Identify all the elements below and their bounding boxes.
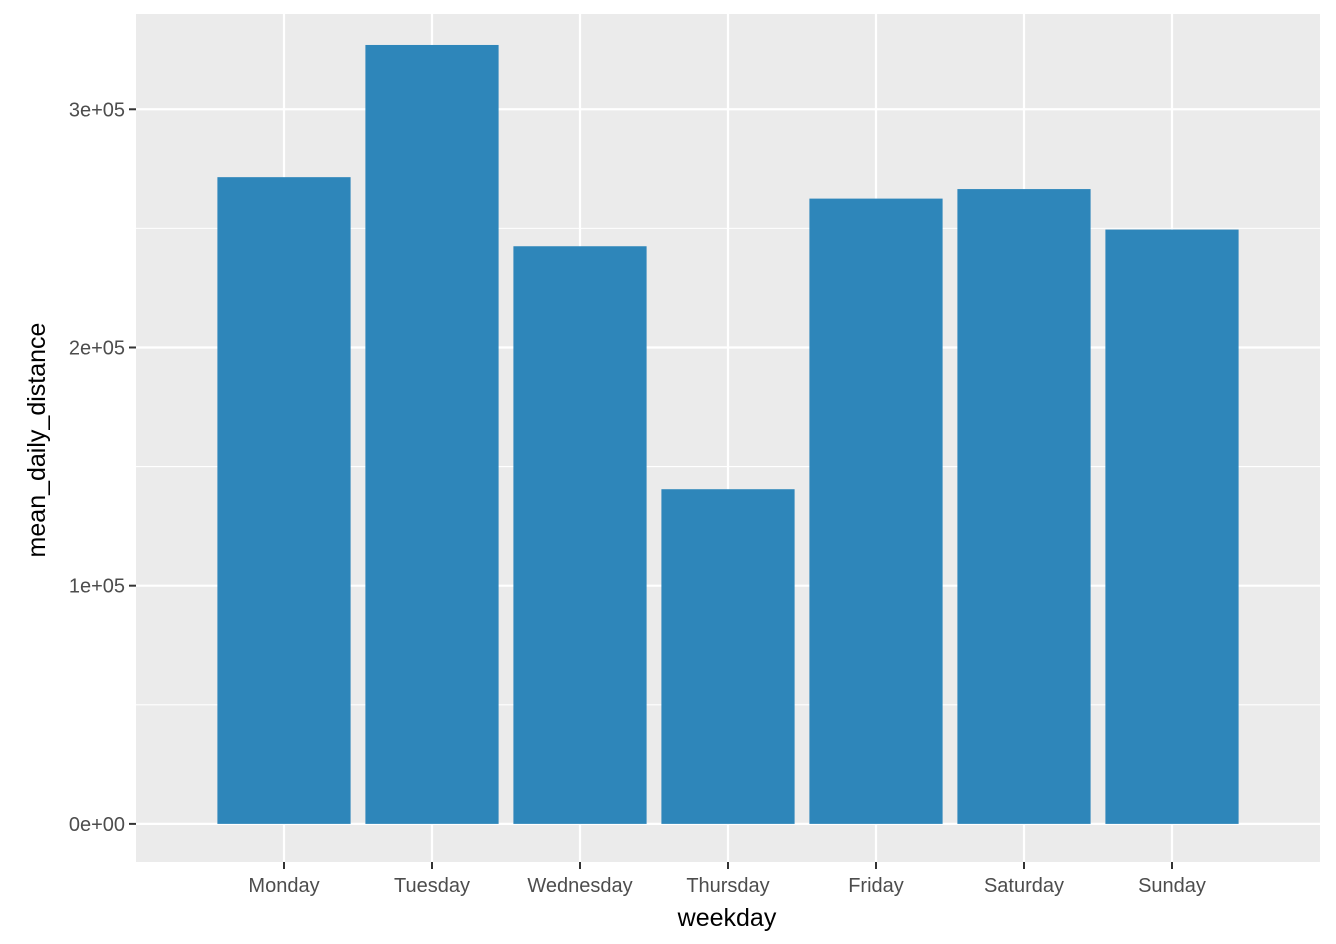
y-tick-label: 2e+05 (69, 337, 125, 359)
y-tick-label: 0e+00 (69, 814, 125, 836)
y-axis-title: mean_daily_distance (23, 323, 51, 558)
x-axis-title: weekday (677, 904, 777, 932)
x-tick-label: Monday (248, 875, 319, 897)
x-axis: Monday Tuesday Wednesday Thursday Friday Satu… (248, 862, 1206, 897)
y-tick-label: 1e+05 (69, 576, 125, 598)
bar-thursday (661, 489, 795, 824)
bar-wednesday (513, 246, 647, 824)
bar-friday (809, 198, 943, 824)
x-tick-label: Friday (848, 875, 904, 897)
bar-saturday (957, 189, 1091, 824)
y-axis: 0e+00 1e+05 2e+05 3e+05 (69, 99, 136, 836)
x-tick-label: Sunday (1138, 875, 1206, 897)
y-tick-label: 3e+05 (69, 99, 125, 121)
x-tick-label: Wednesday (527, 875, 632, 897)
bar-monday (217, 177, 351, 824)
x-tick-label: Tuesday (394, 875, 470, 897)
x-tick-label: Saturday (984, 875, 1064, 897)
bar-tuesday (365, 44, 499, 824)
x-tick-label: Thursday (686, 875, 769, 897)
bars (217, 44, 1239, 824)
bar-sunday (1105, 229, 1239, 824)
